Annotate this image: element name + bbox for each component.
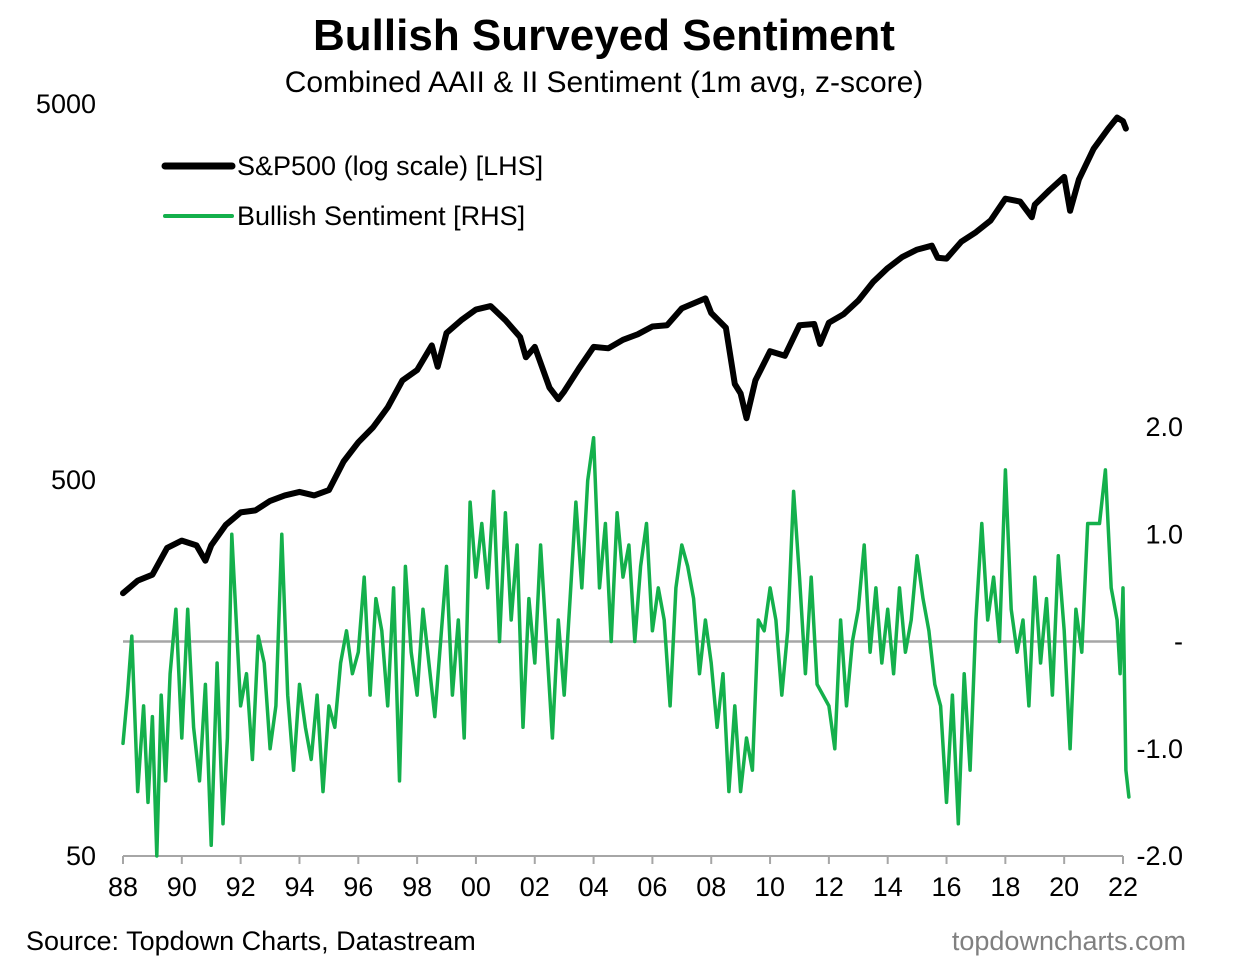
x-tick-label: 96 bbox=[343, 872, 373, 902]
right-axis: 2.0 1.0 - -1.0 -2.0 bbox=[1136, 412, 1183, 871]
x-tick-label: 12 bbox=[814, 872, 844, 902]
x-tick-label: 20 bbox=[1049, 872, 1079, 902]
right-tick-label: - bbox=[1174, 627, 1183, 657]
source-note: Source: Topdown Charts, Datastream bbox=[26, 926, 476, 956]
credit-link[interactable]: topdowncharts.com bbox=[952, 926, 1186, 956]
legend-label-sp500: S&P500 (log scale) [LHS] bbox=[237, 151, 543, 181]
right-tick-label: -2.0 bbox=[1136, 841, 1183, 871]
x-tick-label: 10 bbox=[755, 872, 785, 902]
left-tick-label: 500 bbox=[51, 465, 96, 495]
right-tick-label: 2.0 bbox=[1145, 412, 1183, 442]
x-tick-label: 00 bbox=[461, 872, 491, 902]
x-tick-label: 22 bbox=[1108, 872, 1138, 902]
x-tick-label: 18 bbox=[990, 872, 1020, 902]
x-tick-label: 08 bbox=[696, 872, 726, 902]
x-tick-label: 06 bbox=[637, 872, 667, 902]
sp500-line bbox=[120, 114, 1129, 597]
right-tick-label: -1.0 bbox=[1136, 734, 1183, 764]
left-tick-label: 5000 bbox=[36, 89, 96, 119]
series-layer bbox=[120, 114, 1131, 858]
x-tick-label: 90 bbox=[167, 872, 197, 902]
right-tick-label: 1.0 bbox=[1145, 519, 1183, 549]
chart-subtitle: Combined AAII & II Sentiment (1m avg, z-… bbox=[285, 66, 924, 99]
x-tick-label: 98 bbox=[402, 872, 432, 902]
x-tick-label: 88 bbox=[108, 872, 138, 902]
legend: S&P500 (log scale) [LHS] Bullish Sentime… bbox=[161, 151, 543, 231]
x-tick-label: 04 bbox=[579, 872, 609, 902]
x-axis: 88 90 92 94 96 98 00 02 04 06 08 10 12 14 16 18 20 22 bbox=[108, 856, 1138, 902]
x-tick-label: 92 bbox=[226, 872, 256, 902]
bullish-sentiment-line bbox=[121, 435, 1131, 858]
x-tick-label: 94 bbox=[284, 872, 314, 902]
left-tick-label: 50 bbox=[66, 841, 96, 871]
left-axis: 5000 500 50 bbox=[36, 89, 96, 871]
x-tick-label: 16 bbox=[932, 872, 962, 902]
chart-title: Bullish Surveyed Sentiment bbox=[313, 11, 895, 60]
x-tick-label: 02 bbox=[520, 872, 550, 902]
x-tick-label: 14 bbox=[873, 872, 903, 902]
legend-label-sentiment: Bullish Sentiment [RHS] bbox=[237, 201, 525, 231]
